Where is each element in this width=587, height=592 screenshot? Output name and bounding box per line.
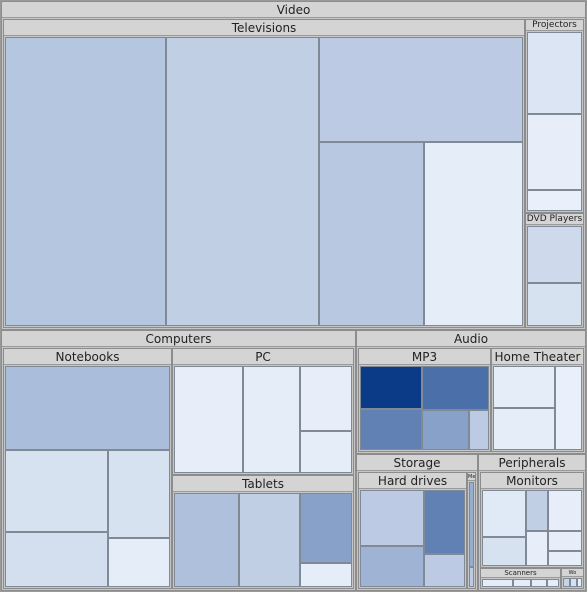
treemap-cell[interactable] [527,190,582,211]
treemap-group-label: Home Theater [492,349,583,365]
treemap-group-mp3: MP3 [358,348,491,452]
treemap-cell[interactable] [174,493,239,587]
treemap-group-label: Projectors [526,20,583,31]
treemap-group-pc: PC [172,348,354,475]
treemap-cell[interactable] [5,366,170,450]
treemap-cell[interactable] [360,409,422,450]
treemap-cell[interactable] [469,567,474,587]
treemap-cell[interactable] [548,551,582,566]
treemap-cell[interactable] [482,490,526,537]
treemap-group-me: Me [467,472,476,589]
treemap-cell[interactable] [513,579,531,587]
treemap-group-scanners: Scanners [480,568,561,589]
treemap-cell[interactable] [319,142,424,326]
treemap-cell[interactable] [424,142,523,326]
treemap-group-dvd-players: DVD Players [525,213,584,328]
treemap-cell[interactable] [5,450,108,532]
treemap-group-label: Computers [2,331,355,347]
treemap-cell[interactable] [493,366,555,408]
treemap-group-televisions: Televisions [3,19,525,328]
treemap-group-audio: Audio MP3 Home Theater [356,330,586,454]
treemap-cell[interactable] [424,554,465,587]
treemap-cell[interactable] [527,114,582,190]
treemap-cell[interactable] [577,578,582,587]
treemap-group-label: Tablets [173,476,353,492]
treemap-cell[interactable] [526,531,548,566]
treemap-cell[interactable] [174,366,243,473]
treemap-group-home-theater: Home Theater [491,348,584,452]
treemap-cell[interactable] [300,431,352,473]
treemap-cell[interactable] [5,37,166,326]
treemap-cell[interactable] [547,579,559,587]
treemap-group-label: Peripherals [479,455,585,471]
treemap-cell[interactable] [422,366,489,410]
treemap-cell[interactable] [360,546,424,587]
treemap-cell[interactable] [360,366,422,409]
treemap-group-video: Video Televisions Projectors DVD Players [1,1,586,330]
treemap-group-label: Scanners [481,569,560,578]
treemap-group-computers: Computers Notebooks PC Tablets [1,330,356,591]
treemap-cell[interactable] [482,537,526,566]
treemap-cell[interactable] [527,226,582,283]
treemap-cell[interactable] [239,493,300,587]
treemap-cell[interactable] [424,490,465,554]
treemap-group-label: Storage [357,455,477,471]
treemap-cell[interactable] [300,366,352,431]
treemap-group-peripherals: Peripherals Monitors Scanners Wo [478,454,586,591]
treemap-group-hard-drives: Hard drives [358,472,467,589]
treemap-cell[interactable] [548,490,582,531]
treemap-cell[interactable] [555,366,582,450]
treemap-group-label: Televisions [4,20,524,36]
treemap-cell[interactable] [166,37,319,326]
treemap-group-projectors: Projectors [525,19,584,213]
treemap-cell[interactable] [5,532,108,587]
treemap-group-label: MP3 [359,349,490,365]
treemap-cell[interactable] [319,37,523,142]
treemap-cell[interactable] [469,482,474,567]
treemap-cell[interactable] [300,493,352,563]
treemap-cell[interactable] [108,538,170,587]
treemap-group-label: Notebooks [4,349,171,365]
treemap-group-label: Me [468,473,475,481]
treemap-cell[interactable] [531,579,547,587]
treemap-group-storage: Storage Hard drives Me [356,454,478,591]
treemap-cell[interactable] [300,563,352,587]
treemap-cell[interactable] [108,450,170,538]
treemap-group-label: PC [173,349,353,365]
treemap-group-tablets: Tablets [172,475,354,589]
treemap-cell[interactable] [469,410,489,450]
treemap-group-label: Hard drives [359,473,466,489]
treemap-cell[interactable] [527,32,582,114]
treemap-group-monitors: Monitors [480,472,584,568]
treemap-cell[interactable] [527,283,582,326]
treemap-group-label: Audio [357,331,585,347]
treemap-cell[interactable] [493,408,555,450]
treemap-cell[interactable] [526,490,548,531]
treemap-cell[interactable] [548,531,582,551]
treemap-cell[interactable] [482,579,513,587]
treemap-group-notebooks: Notebooks [3,348,172,589]
treemap-group-label: Wo [562,569,583,577]
treemap-cell[interactable] [563,578,570,587]
treemap-cell[interactable] [243,366,300,473]
treemap-cell[interactable] [360,490,424,546]
treemap-group-label: Video [2,2,585,18]
treemap-group-wo: Wo [561,568,584,589]
treemap-group-label: DVD Players [526,214,583,225]
treemap-cell[interactable] [422,410,469,450]
treemap-group-label: Monitors [481,473,583,489]
treemap-cell[interactable] [570,578,577,587]
